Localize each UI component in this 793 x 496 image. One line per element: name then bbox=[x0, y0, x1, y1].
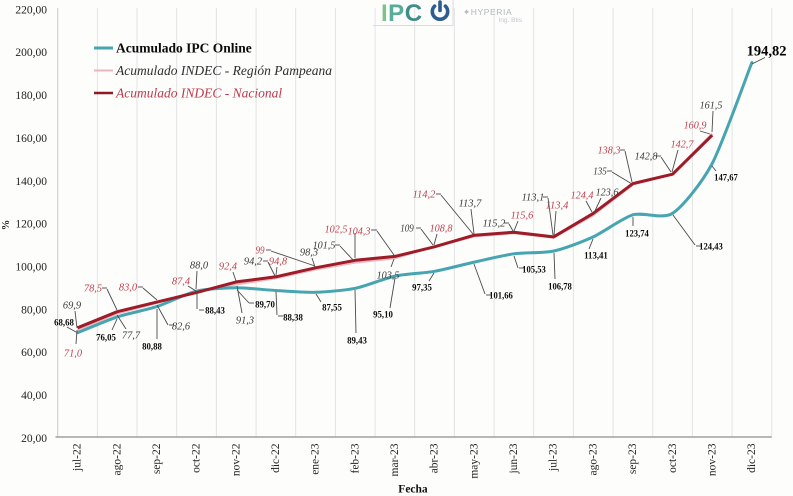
svg-text:113,4: 113,4 bbox=[546, 201, 569, 212]
svg-text:80,88: 80,88 bbox=[142, 341, 162, 352]
svg-text:ago-23: ago-23 bbox=[587, 443, 599, 475]
svg-text:147,67: 147,67 bbox=[714, 172, 738, 183]
svg-text:abr-23: abr-23 bbox=[429, 443, 441, 473]
svg-text:20,00: 20,00 bbox=[21, 433, 47, 445]
svg-text:123,6: 123,6 bbox=[596, 188, 620, 199]
svg-text:Ing. Btis: Ing. Btis bbox=[499, 17, 523, 24]
svg-text:106,78: 106,78 bbox=[548, 281, 572, 292]
svg-text:135: 135 bbox=[593, 167, 607, 178]
svg-text:194,82: 194,82 bbox=[747, 44, 787, 60]
svg-text:88,0: 88,0 bbox=[190, 261, 209, 272]
svg-text:115,2: 115,2 bbox=[483, 219, 506, 230]
svg-text:oct-23: oct-23 bbox=[667, 443, 679, 473]
svg-text:sep-23: sep-23 bbox=[627, 443, 639, 474]
svg-text:113,41: 113,41 bbox=[584, 250, 608, 261]
svg-text:115,6: 115,6 bbox=[511, 211, 535, 222]
svg-text:83,0: 83,0 bbox=[119, 283, 138, 294]
svg-text:Acumulado INDEC - Región Pampe: Acumulado INDEC - Región Pampeana bbox=[115, 63, 332, 78]
svg-text:97,35: 97,35 bbox=[412, 282, 432, 293]
svg-text:103,5: 103,5 bbox=[377, 271, 400, 282]
svg-text:71,0: 71,0 bbox=[64, 349, 83, 360]
svg-text:142,8: 142,8 bbox=[635, 152, 659, 163]
svg-text:✦HYPERIA: ✦HYPERIA bbox=[463, 7, 512, 17]
svg-text:78,5: 78,5 bbox=[84, 284, 102, 295]
svg-text:140,00: 140,00 bbox=[15, 176, 47, 188]
svg-text:95,10: 95,10 bbox=[373, 309, 393, 320]
svg-text:91,3: 91,3 bbox=[236, 316, 254, 327]
svg-text:120,00: 120,00 bbox=[15, 219, 47, 231]
svg-text:mar-23: mar-23 bbox=[389, 443, 401, 476]
svg-text:oct-22: oct-22 bbox=[191, 443, 203, 473]
svg-text:114,2: 114,2 bbox=[413, 190, 436, 201]
svg-text:160,9: 160,9 bbox=[684, 121, 708, 132]
svg-text:89,43: 89,43 bbox=[347, 335, 367, 346]
svg-text:109: 109 bbox=[400, 224, 414, 235]
svg-text:nov-23: nov-23 bbox=[706, 443, 718, 476]
svg-text:Fecha: Fecha bbox=[398, 484, 428, 496]
svg-text:jun-23: jun-23 bbox=[508, 443, 520, 474]
svg-text:101,66: 101,66 bbox=[489, 290, 513, 301]
svg-text:77,7: 77,7 bbox=[122, 331, 141, 342]
svg-text:101,5: 101,5 bbox=[313, 241, 336, 252]
svg-text:160,00: 160,00 bbox=[15, 133, 47, 145]
svg-text:113,7: 113,7 bbox=[459, 199, 483, 210]
svg-text:ago-22: ago-22 bbox=[111, 443, 123, 475]
svg-text:200,00: 200,00 bbox=[15, 47, 47, 59]
svg-text:dic-23: dic-23 bbox=[746, 443, 758, 473]
svg-text:98,3: 98,3 bbox=[300, 248, 318, 259]
svg-text:124,43: 124,43 bbox=[699, 241, 723, 252]
svg-text:92,4: 92,4 bbox=[219, 262, 237, 273]
svg-text:99: 99 bbox=[255, 246, 265, 257]
svg-text:138,3: 138,3 bbox=[598, 146, 621, 157]
svg-text:40,00: 40,00 bbox=[21, 390, 47, 402]
svg-text:88,38: 88,38 bbox=[283, 312, 303, 323]
svg-text:%: % bbox=[1, 220, 12, 231]
svg-text:108,8: 108,8 bbox=[430, 224, 454, 235]
svg-text:89,70: 89,70 bbox=[255, 299, 275, 310]
svg-text:104,3: 104,3 bbox=[348, 227, 371, 238]
svg-text:220,00: 220,00 bbox=[15, 4, 47, 16]
svg-text:ene-23: ene-23 bbox=[310, 443, 322, 475]
svg-text:69,9: 69,9 bbox=[63, 301, 82, 312]
svg-text:may-23: may-23 bbox=[468, 443, 480, 478]
svg-text:113,1: 113,1 bbox=[522, 193, 545, 204]
svg-text:124,4: 124,4 bbox=[571, 191, 594, 202]
svg-text:80,00: 80,00 bbox=[21, 304, 47, 316]
svg-text:123,74: 123,74 bbox=[625, 228, 649, 239]
svg-text:82,6: 82,6 bbox=[172, 322, 191, 333]
svg-text:nov-22: nov-22 bbox=[230, 443, 242, 476]
svg-text:Acumulado INDEC - Nacional: Acumulado INDEC - Nacional bbox=[115, 86, 282, 101]
svg-text:161,5: 161,5 bbox=[700, 101, 723, 112]
svg-text:sep-22: sep-22 bbox=[151, 443, 163, 474]
svg-text:87,55: 87,55 bbox=[322, 302, 342, 313]
svg-text:102,5: 102,5 bbox=[325, 225, 348, 236]
svg-text:142,7: 142,7 bbox=[671, 140, 695, 151]
svg-text:jul-22: jul-22 bbox=[72, 443, 84, 472]
svg-text:94,8: 94,8 bbox=[269, 257, 288, 268]
svg-text:105,53: 105,53 bbox=[522, 264, 546, 275]
svg-text:60,00: 60,00 bbox=[21, 347, 47, 359]
svg-text:jul-23: jul-23 bbox=[548, 443, 560, 472]
svg-text:87,4: 87,4 bbox=[172, 277, 190, 288]
svg-text:94,2: 94,2 bbox=[244, 257, 262, 268]
svg-text:IPC: IPC bbox=[381, 0, 423, 27]
svg-text:76,05: 76,05 bbox=[96, 332, 116, 343]
svg-text:100,00: 100,00 bbox=[15, 261, 47, 273]
svg-text:dic-22: dic-22 bbox=[270, 443, 282, 473]
svg-text:Acumulado IPC Online: Acumulado IPC Online bbox=[116, 41, 252, 56]
svg-text:180,00: 180,00 bbox=[15, 90, 47, 102]
svg-text:feb-23: feb-23 bbox=[349, 443, 361, 473]
svg-text:88,43: 88,43 bbox=[205, 305, 225, 316]
svg-text:68,68: 68,68 bbox=[54, 317, 74, 328]
